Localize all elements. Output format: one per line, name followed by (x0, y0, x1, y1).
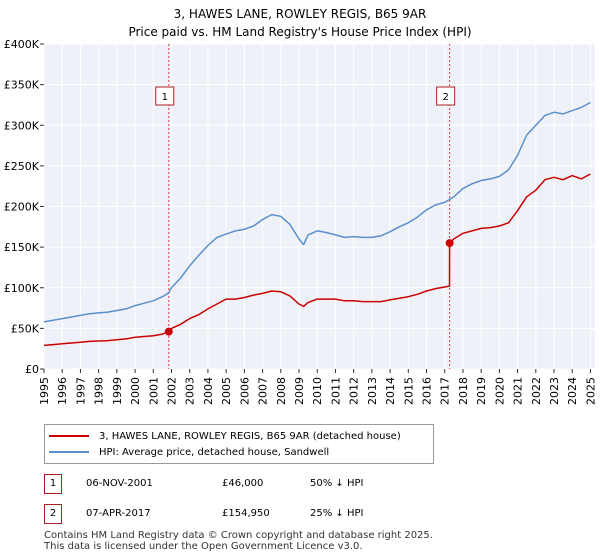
x-tick-label: 2023 (548, 377, 561, 405)
x-tick-label: 2008 (275, 377, 288, 405)
x-tick-label: 2006 (238, 377, 251, 405)
x-tick-label: 2004 (202, 377, 215, 405)
transaction-date: 07-APR-2017 (86, 508, 151, 519)
x-tick-label: 1996 (56, 377, 69, 405)
legend-line-hpi (49, 451, 89, 453)
x-tick-label: 2016 (421, 377, 434, 405)
x-tick-label: 2015 (402, 377, 415, 405)
transaction-marker-label: 2 (442, 92, 448, 103)
y-tick-label: £100K (4, 282, 40, 295)
x-tick-label: 2022 (530, 377, 543, 405)
hpi-line (43, 101, 591, 323)
y-tick-label: £250K (4, 160, 40, 173)
chart-subtitle: Price paid vs. HM Land Registry's House … (128, 25, 471, 39)
x-axis-ticks: 1995 1996 1997 1998 1999 2000 2001 2002 2003 2004… (38, 369, 597, 405)
chart-title: 3, HAWES LANE, ROWLEY REGIS, B65 9AR (174, 7, 427, 21)
x-tick-label: 2011 (329, 377, 342, 405)
x-tick-label: 2017 (439, 377, 452, 405)
x-tick-label: 2009 (293, 377, 306, 405)
x-tick-label: 2005 (220, 377, 233, 405)
x-tick-label: 1997 (74, 377, 87, 405)
footer-line-2: This data is licensed under the Open Gov… (44, 541, 363, 552)
legend-entry-property: 3, HAWES LANE, ROWLEY REGIS, B65 9AR (de… (49, 428, 401, 444)
y-tick-label: £400K (4, 38, 40, 51)
x-tick-label: 1998 (93, 377, 106, 405)
x-tick-label: 2020 (493, 377, 506, 405)
y-tick-label: £0 (25, 363, 39, 376)
y-tick-label: £50K (11, 322, 40, 335)
sale-point (445, 239, 454, 248)
x-tick-label: 2019 (475, 377, 488, 405)
legend-label-hpi: HPI: Average price, detached house, Sand… (99, 446, 330, 458)
x-tick-label: 2007 (257, 377, 270, 405)
transaction-marker-box (436, 86, 456, 106)
transaction-hpi: 50% ↓ HPI (310, 478, 364, 489)
footer-line-1: Contains HM Land Registry data © Crown c… (44, 530, 433, 541)
sale-points (164, 239, 454, 336)
transaction-marker-box (155, 86, 175, 106)
legend-line-property (49, 435, 89, 437)
y-tick-label: £350K (4, 79, 40, 92)
property-price-line (43, 173, 591, 347)
y-axis-ticks: £0 £50K £100K £150K £200K £250K £300K £350K £400… (4, 38, 44, 376)
legend-entry-hpi: HPI: Average price, detached house, Sand… (49, 444, 329, 460)
transaction-hpi: 25% ↓ HPI (310, 508, 364, 519)
transaction-date: 06-NOV-2001 (86, 478, 153, 489)
x-tick-label: 1999 (111, 377, 124, 405)
transaction-number: 1 (44, 474, 62, 494)
x-tick-label: 2010 (311, 377, 324, 405)
y-tick-label: £200K (4, 201, 40, 214)
x-tick-label: 2013 (366, 377, 379, 405)
transaction-price: £154,950 (222, 508, 270, 519)
legend: 3, HAWES LANE, ROWLEY REGIS, B65 9AR (de… (44, 424, 434, 464)
x-tick-label: 2025 (584, 377, 597, 405)
series-lines (43, 101, 591, 347)
transaction-marker-label: 1 (162, 92, 168, 103)
x-tick-label: 2014 (384, 377, 397, 405)
x-tick-label: 2018 (457, 377, 470, 405)
x-tick-label: 2012 (348, 377, 361, 405)
x-tick-label: 2003 (184, 377, 197, 405)
x-tick-label: 2002 (166, 377, 179, 405)
legend-label-property: 3, HAWES LANE, ROWLEY REGIS, B65 9AR (de… (99, 430, 401, 442)
x-tick-label: 2024 (566, 377, 579, 405)
x-tick-label: 2000 (129, 377, 142, 405)
footer-attribution: Contains HM Land Registry data © Crown c… (44, 530, 433, 552)
y-tick-label: £150K (4, 241, 40, 254)
y-tick-label: £300K (4, 119, 40, 132)
sale-point (164, 327, 173, 336)
transaction-price: £46,000 (222, 478, 264, 489)
x-tick-label: 2021 (512, 377, 525, 405)
x-tick-label: 2001 (147, 377, 160, 405)
transaction-number: 2 (44, 504, 62, 524)
x-tick-label: 1995 (38, 377, 51, 405)
